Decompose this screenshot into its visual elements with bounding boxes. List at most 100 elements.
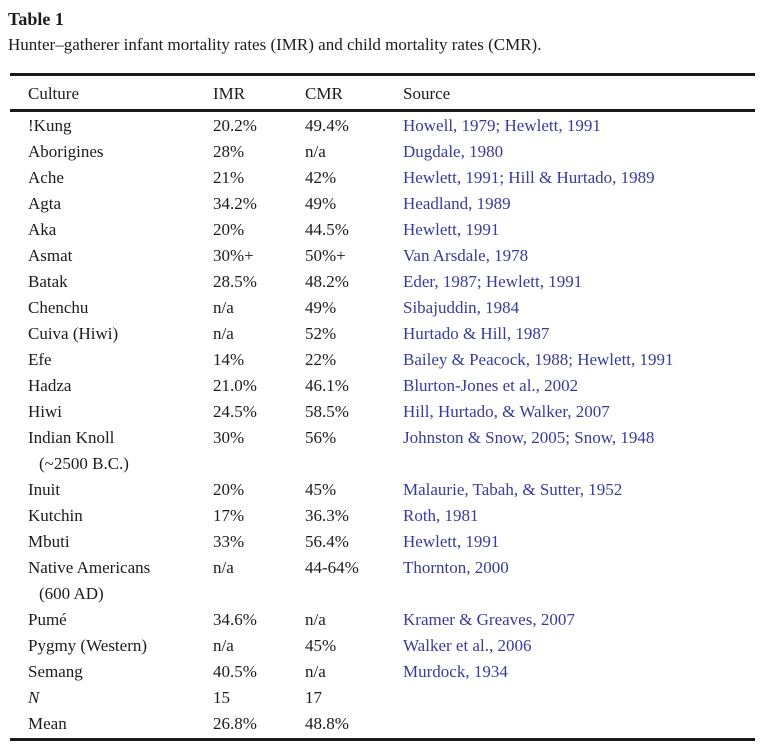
culture-cell: Pygmy (Western) bbox=[28, 633, 213, 659]
culture-cell: Mean bbox=[28, 711, 213, 737]
culture-cell: Aborigines bbox=[28, 139, 213, 165]
source-citation-link[interactable]: Kramer & Greaves, 2007 bbox=[403, 610, 575, 629]
cmr-value: 49% bbox=[305, 194, 337, 213]
source-citation-link[interactable]: Blurton-Jones et al., 2002 bbox=[403, 376, 579, 395]
imr-value: 26.8% bbox=[213, 714, 257, 733]
culture-name: Ache bbox=[28, 168, 64, 187]
table-row: Cuiva (Hiwi) n/a 52% Hurtado & Hill, 198… bbox=[10, 321, 755, 347]
culture-cell: Inuit bbox=[28, 477, 213, 503]
culture-name: Pumé bbox=[28, 610, 67, 629]
culture-cell: Semang bbox=[28, 659, 213, 685]
culture-cell: Efe bbox=[28, 347, 213, 373]
imr-value: 17% bbox=[213, 506, 245, 525]
source-citation-link[interactable]: Murdock, 1934 bbox=[403, 662, 508, 681]
source-citation-link[interactable]: Johnston & Snow, 2005; Snow, 1948 bbox=[403, 428, 655, 447]
culture-cell: !Kung bbox=[28, 113, 213, 139]
table-row: Aborigines 28% n/a Dugdale, 1980 bbox=[10, 139, 755, 165]
cmr-value: 17 bbox=[305, 688, 322, 707]
imr-value: 20% bbox=[213, 220, 245, 239]
culture-cell: Chenchu bbox=[28, 295, 213, 321]
table-row: Native Americans (600 AD) n/a 44-64% Tho… bbox=[10, 555, 755, 607]
cmr-value: 44.5% bbox=[305, 220, 349, 239]
source-citation-link[interactable]: Hewlett, 1991 bbox=[403, 532, 500, 551]
table-row: Efe 14% 22% Bailey & Peacock, 1988; Hewl… bbox=[10, 347, 755, 373]
culture-cell: Hadza bbox=[28, 373, 213, 399]
cmr-value: 52% bbox=[305, 324, 337, 343]
source-citation-link[interactable]: Roth, 1981 bbox=[403, 506, 479, 525]
source-citation-link[interactable]: Dugdale, 1980 bbox=[403, 142, 504, 161]
column-header-cmr: CMR bbox=[305, 84, 343, 103]
table-header-row: Culture IMR CMR Source bbox=[10, 76, 755, 109]
imr-value: 28% bbox=[213, 142, 245, 161]
cmr-value: 50%+ bbox=[305, 246, 346, 265]
table-header-rule bbox=[10, 109, 755, 112]
culture-name: Mbuti bbox=[28, 532, 70, 551]
source-citation-link[interactable]: Eder, 1987; Hewlett, 1991 bbox=[403, 272, 583, 291]
source-citation-link[interactable]: Sibajuddin, 1984 bbox=[403, 298, 520, 317]
source-citation-link[interactable]: Van Arsdale, 1978 bbox=[403, 246, 529, 265]
imr-value: 24.5% bbox=[213, 402, 257, 421]
source-citation-link[interactable]: Howell, 1979; Hewlett, 1991 bbox=[403, 116, 601, 135]
culture-name: Agta bbox=[28, 194, 62, 213]
culture-name: Native Americans bbox=[28, 558, 151, 577]
table-row: Pygmy (Western) n/a 45% Walker et al., 2… bbox=[10, 633, 755, 659]
cmr-value: 45% bbox=[305, 480, 337, 499]
cmr-value: 49.4% bbox=[305, 116, 349, 135]
culture-cell: Mbuti bbox=[28, 529, 213, 555]
column-header-culture: Culture bbox=[28, 84, 79, 103]
cmr-value: n/a bbox=[305, 142, 326, 161]
culture-name: Batak bbox=[28, 272, 68, 291]
cmr-value: 46.1% bbox=[305, 376, 349, 395]
culture-cell: Pumé bbox=[28, 607, 213, 633]
source-citation-link[interactable]: Hill, Hurtado, & Walker, 2007 bbox=[403, 402, 610, 421]
culture-name: Hadza bbox=[28, 376, 72, 395]
column-header-source: Source bbox=[403, 84, 451, 103]
table-row: Hiwi 24.5% 58.5% Hill, Hurtado, & Walker… bbox=[10, 399, 755, 425]
cmr-value: 48.2% bbox=[305, 272, 349, 291]
table-bottom-rule bbox=[10, 738, 755, 741]
table-row: Hadza 21.0% 46.1% Blurton-Jones et al., … bbox=[10, 373, 755, 399]
imr-value: 34.2% bbox=[213, 194, 257, 213]
source-citation-link[interactable]: Hewlett, 1991 bbox=[403, 220, 500, 239]
imr-value: 21.0% bbox=[213, 376, 257, 395]
imr-value: 33% bbox=[213, 532, 245, 551]
source-citation-link[interactable]: Walker et al., 2006 bbox=[403, 636, 532, 655]
source-citation-link[interactable]: Hewlett, 1991; Hill & Hurtado, 1989 bbox=[403, 168, 655, 187]
culture-name: N bbox=[28, 688, 40, 707]
source-citation-link[interactable]: Hurtado & Hill, 1987 bbox=[403, 324, 550, 343]
table-row: Agta 34.2% 49% Headland, 1989 bbox=[10, 191, 755, 217]
table-row: N 15 17 bbox=[10, 685, 755, 711]
culture-name: Efe bbox=[28, 350, 52, 369]
culture-name: Inuit bbox=[28, 480, 61, 499]
culture-name: Chenchu bbox=[28, 298, 89, 317]
table-caption: Hunter–gatherer infant mortality rates (… bbox=[8, 35, 542, 54]
source-citation-link[interactable]: Headland, 1989 bbox=[403, 194, 511, 213]
culture-cell: Agta bbox=[28, 191, 213, 217]
source-citation-link[interactable]: Bailey & Peacock, 1988; Hewlett, 1991 bbox=[403, 350, 674, 369]
table-top-rule bbox=[10, 73, 755, 76]
cmr-value: 42% bbox=[305, 168, 337, 187]
imr-value: 30%+ bbox=[213, 246, 254, 265]
table-row: Batak 28.5% 48.2% Eder, 1987; Hewlett, 1… bbox=[10, 269, 755, 295]
mortality-table: Culture IMR CMR Source !Kung 20.2% 49.4%… bbox=[10, 73, 755, 741]
source-citation-link[interactable]: Thornton, 2000 bbox=[403, 558, 509, 577]
imr-value: 30% bbox=[213, 428, 245, 447]
imr-value: n/a bbox=[213, 298, 234, 317]
culture-name: Indian Knoll bbox=[28, 428, 115, 447]
imr-value: 20.2% bbox=[213, 116, 257, 135]
table-row: Inuit 20% 45% Malaurie, Tabah, & Sutter,… bbox=[10, 477, 755, 503]
culture-name: !Kung bbox=[28, 116, 72, 135]
cmr-value: 44-64% bbox=[305, 558, 359, 577]
imr-value: n/a bbox=[213, 636, 234, 655]
imr-value: 21% bbox=[213, 168, 245, 187]
source-citation-link[interactable]: Malaurie, Tabah, & Sutter, 1952 bbox=[403, 480, 623, 499]
source-citation-link bbox=[403, 685, 755, 711]
cmr-value: 49% bbox=[305, 298, 337, 317]
table-row: Ache 21% 42% Hewlett, 1991; Hill & Hurta… bbox=[10, 165, 755, 191]
table-row: !Kung 20.2% 49.4% Howell, 1979; Hewlett,… bbox=[10, 113, 755, 139]
culture-name: Hiwi bbox=[28, 402, 62, 421]
table-row: Indian Knoll (~2500 B.C.) 30% 56% Johnst… bbox=[10, 425, 755, 477]
cmr-value: 56% bbox=[305, 428, 337, 447]
culture-name: Kutchin bbox=[28, 506, 83, 525]
